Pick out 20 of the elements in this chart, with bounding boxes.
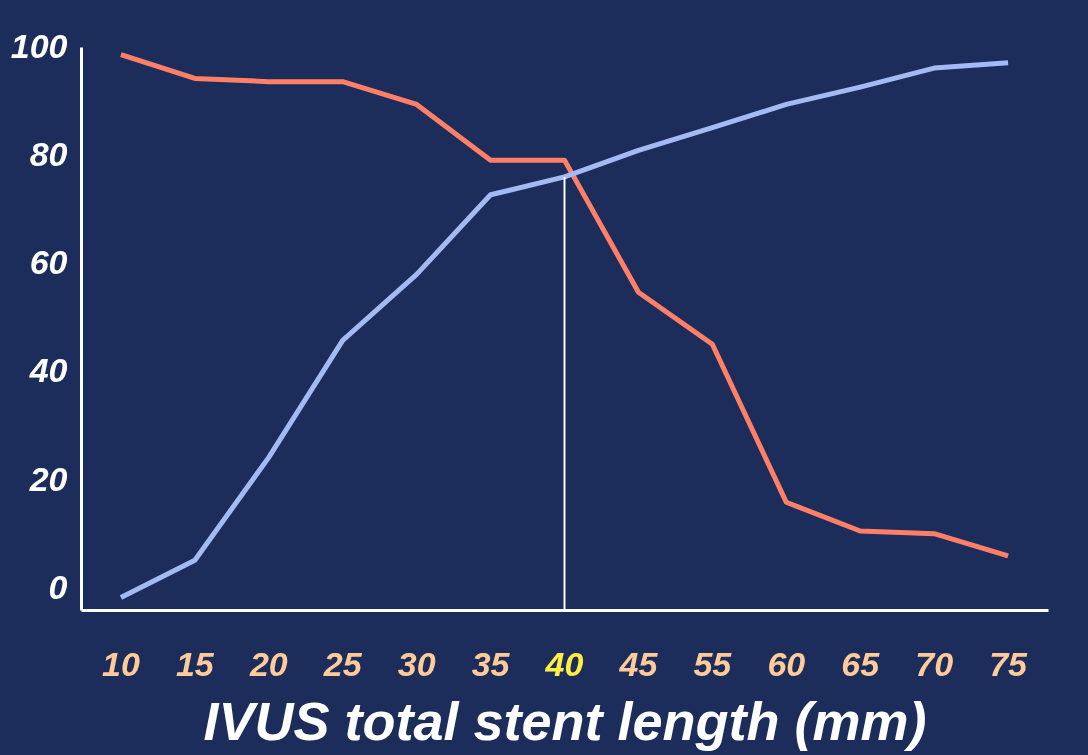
x-tick-label: 30 [397, 644, 436, 683]
x-tick-label: 35 [471, 644, 511, 683]
y-tick-label: 0 [48, 567, 68, 606]
x-tick-label: 65 [841, 644, 881, 683]
x-tick-label: 70 [915, 644, 954, 683]
x-tick-label: 10 [102, 644, 140, 683]
x-tick-label: 60 [767, 644, 806, 683]
y-tick-label: 60 [29, 243, 68, 282]
x-tick-label: 25 [322, 644, 363, 683]
x-tick-label: 40 [544, 644, 584, 683]
y-tick-label: 40 [28, 351, 68, 390]
x-tick-label: 15 [175, 644, 215, 683]
y-tick-label: 80 [29, 134, 68, 173]
x-tick-label: 20 [248, 644, 288, 683]
x-axis-title: IVUS total stent length (mm) [203, 690, 927, 751]
x-tick-label: 55 [693, 644, 733, 683]
y-tick-label: 20 [28, 459, 68, 498]
y-tick-label: 100 [10, 26, 68, 65]
x-tick-label: 75 [989, 644, 1029, 683]
x-tick-label: 45 [618, 644, 659, 683]
